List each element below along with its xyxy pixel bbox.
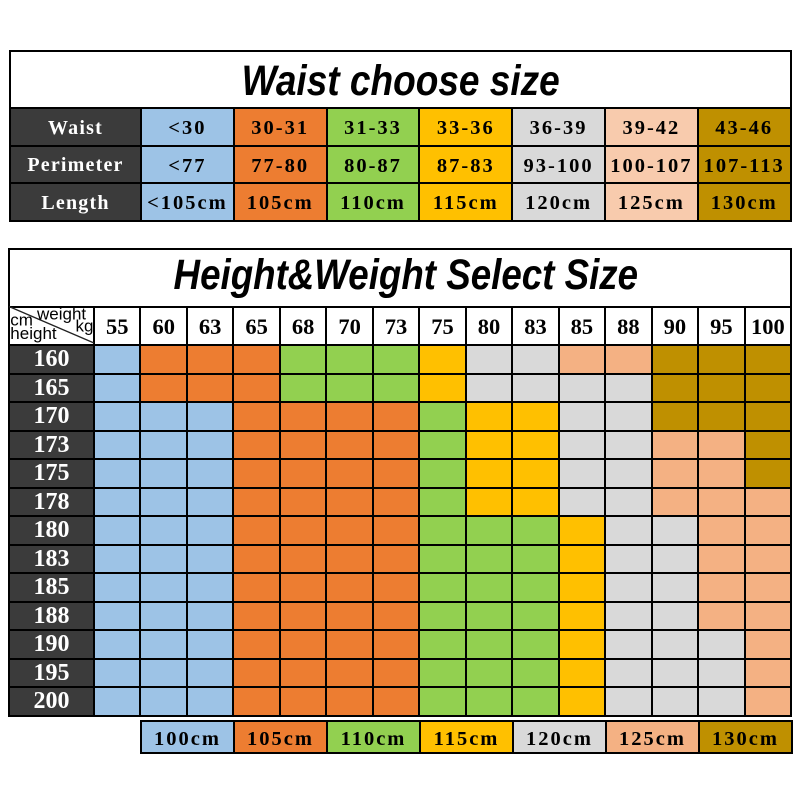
svg-text:cm: cm	[10, 311, 33, 330]
svg-text:weight: weight	[36, 305, 86, 324]
svg-text:kg: kg	[76, 317, 94, 336]
svg-text:height: height	[10, 324, 57, 343]
